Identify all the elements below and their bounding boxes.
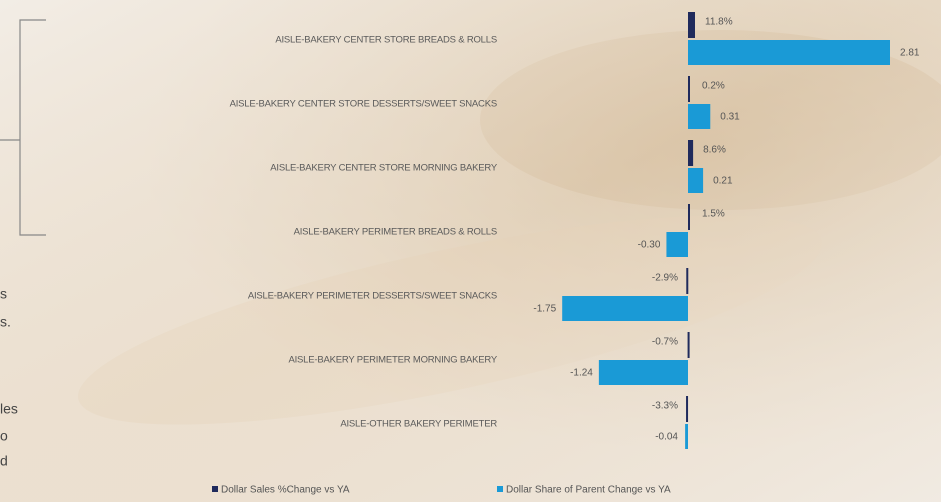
value-label: 8.6% [703,145,726,156]
share-bar [688,168,704,193]
legend-label: Dollar Share of Parent Change vs YA [506,485,671,496]
category-label: AISLE-OTHER BAKERY PERIMETER [340,419,497,430]
category-label: AISLE-BAKERY CENTER STORE MORNING BAKERY [270,163,498,174]
sales-bar [688,76,690,102]
sales-bar [688,204,690,230]
legend-label: Dollar Sales %Change vs YA [221,485,350,496]
sales-bar [686,268,689,294]
category-label: AISLE-BAKERY PERIMETER MORNING BAKERY [288,355,497,366]
value-label: 2.81 [900,48,920,59]
side-text: les [0,401,18,417]
value-label: -1.75 [533,304,556,315]
value-label: 0.31 [720,112,740,123]
share-bar [688,40,890,65]
value-label: -0.04 [655,432,678,443]
side-text: o [0,428,8,444]
value-label: 11.8% [705,17,733,28]
value-label: -3.3% [652,401,678,412]
value-label: -0.7% [652,337,678,348]
category-label: AISLE-BAKERY CENTER STORE BREADS & ROLLS [275,35,497,46]
value-label: 1.5% [702,209,725,220]
value-label: 0.2% [702,81,725,92]
category-label: AISLE-BAKERY PERIMETER BREADS & ROLLS [294,227,497,238]
value-label: 0.21 [713,176,733,187]
sales-bar [686,396,689,422]
value-label: -0.30 [638,240,661,251]
category-label: AISLE-BAKERY CENTER STORE DESSERTS/SWEET… [230,99,497,110]
value-label: -1.24 [570,368,593,379]
value-label: -2.9% [652,273,678,284]
legend-swatch [212,486,218,492]
legend-swatch [497,486,503,492]
share-bar [666,232,688,257]
bracket [0,19,46,236]
side-text: s. [0,314,11,330]
sales-bar [688,140,694,166]
sales-bar [687,332,690,358]
side-text: d [0,453,8,469]
share-bar [598,360,688,385]
sales-bar [688,12,695,38]
share-bar [562,296,688,321]
side-text: s [0,286,7,302]
share-bar [688,104,711,129]
category-label: AISLE-BAKERY PERIMETER DESSERTS/SWEET SN… [248,291,497,302]
share-bar [685,424,688,449]
